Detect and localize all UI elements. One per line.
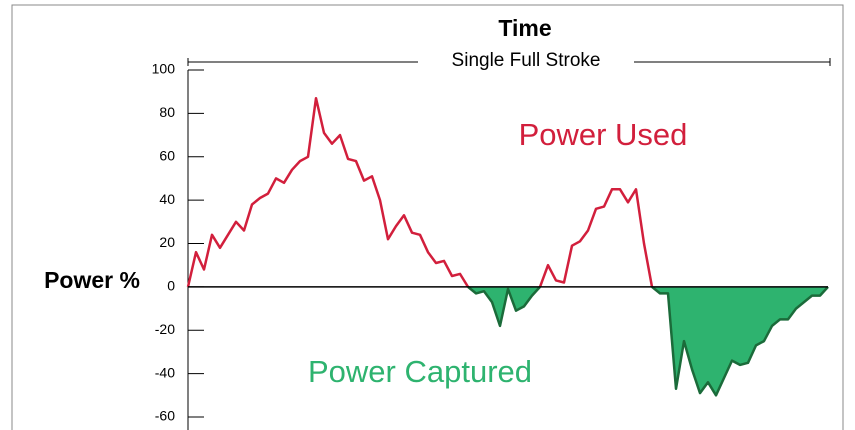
annotation: Power Captured xyxy=(308,354,532,389)
y-tick-label: 20 xyxy=(159,234,175,250)
chart-title: Time xyxy=(498,15,551,41)
y-tick-label: 100 xyxy=(152,61,176,77)
line xyxy=(651,285,829,397)
area xyxy=(652,286,828,396)
y-tick-label: -20 xyxy=(155,321,175,337)
y-tick-label: 0 xyxy=(167,278,175,294)
y-tick-label: 80 xyxy=(159,104,175,120)
chart-subtitle: Single Full Stroke xyxy=(452,50,601,71)
y-tick-label: 40 xyxy=(159,191,175,207)
y-tick-label: 60 xyxy=(159,147,175,163)
y-tick-label: -60 xyxy=(155,408,175,424)
line xyxy=(186,96,470,288)
annotation: Power Used xyxy=(519,117,688,152)
y-tick-label: -40 xyxy=(155,364,175,380)
line xyxy=(467,285,541,328)
y-axis-label: Power % xyxy=(44,267,140,293)
line xyxy=(538,188,654,288)
frame xyxy=(11,4,844,430)
